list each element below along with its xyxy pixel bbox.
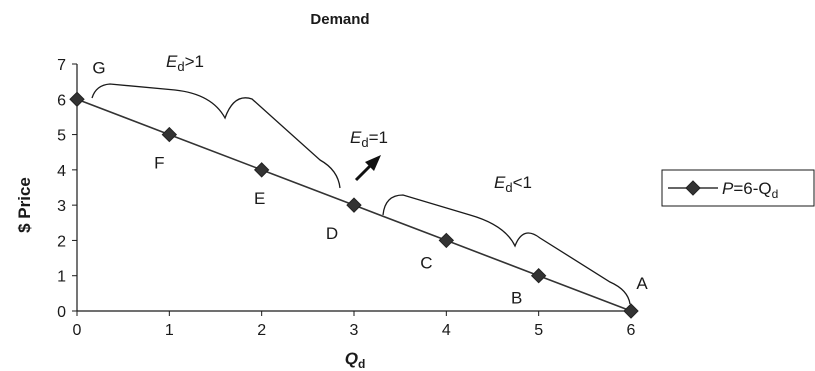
data-point bbox=[346, 197, 362, 213]
chart-title: Demand bbox=[310, 11, 369, 28]
x-tick-label: 1 bbox=[165, 322, 174, 339]
y-tick-label: 3 bbox=[57, 198, 66, 215]
arrow-head-icon bbox=[365, 155, 381, 171]
point-label-b: B bbox=[511, 289, 522, 308]
y-tick-label: 6 bbox=[57, 92, 66, 109]
point-label-e: E bbox=[254, 189, 265, 208]
data-point bbox=[530, 268, 547, 284]
data-point bbox=[253, 162, 270, 178]
data-point bbox=[69, 91, 85, 107]
x-tick-label: 2 bbox=[257, 322, 266, 339]
y-tick-label: 1 bbox=[57, 269, 66, 286]
y-axis-title: $ Price bbox=[15, 177, 34, 233]
x-tick-label: 0 bbox=[73, 322, 82, 339]
x-tick-label: 4 bbox=[442, 322, 451, 339]
point-label-f: F bbox=[154, 154, 164, 173]
data-point bbox=[623, 303, 639, 319]
axes: 0 1 2 3 4 5 6 7 0 1 2 3 4 5 6 bbox=[57, 57, 635, 339]
x-tick-label: 3 bbox=[350, 322, 359, 339]
y-tick-label: 5 bbox=[57, 128, 66, 145]
unit-elastic-annotation: Ed=1 bbox=[350, 128, 388, 150]
legend: P=6-Qd bbox=[661, 169, 815, 207]
y-tick-label: 4 bbox=[57, 163, 66, 180]
unit-elastic-arrow bbox=[354, 162, 374, 182]
y-tick-label: 2 bbox=[57, 233, 66, 250]
data-point bbox=[161, 126, 178, 143]
x-tick-label: 5 bbox=[534, 322, 543, 339]
x-tick-label: 6 bbox=[627, 322, 636, 339]
point-labels: G F E D C B A bbox=[92, 58, 648, 307]
inelastic-annotation: Ed<1 bbox=[494, 173, 532, 195]
point-label-c: C bbox=[420, 253, 432, 272]
y-tick-label: 7 bbox=[57, 57, 66, 74]
elastic-bracket bbox=[91, 83, 341, 189]
point-label-g: G bbox=[92, 58, 105, 77]
inelastic-bracket bbox=[382, 194, 631, 305]
legend-label: P=6-Qd bbox=[722, 179, 778, 201]
x-axis-title: Qd bbox=[345, 349, 366, 371]
elastic-annotation: Ed>1 bbox=[166, 52, 204, 74]
legend-marker-icon bbox=[685, 180, 701, 196]
point-label-a: A bbox=[636, 274, 648, 293]
data-point bbox=[438, 232, 455, 249]
point-label-d: D bbox=[326, 224, 338, 243]
series-layer bbox=[69, 91, 639, 319]
y-tick-label: 0 bbox=[57, 304, 66, 321]
